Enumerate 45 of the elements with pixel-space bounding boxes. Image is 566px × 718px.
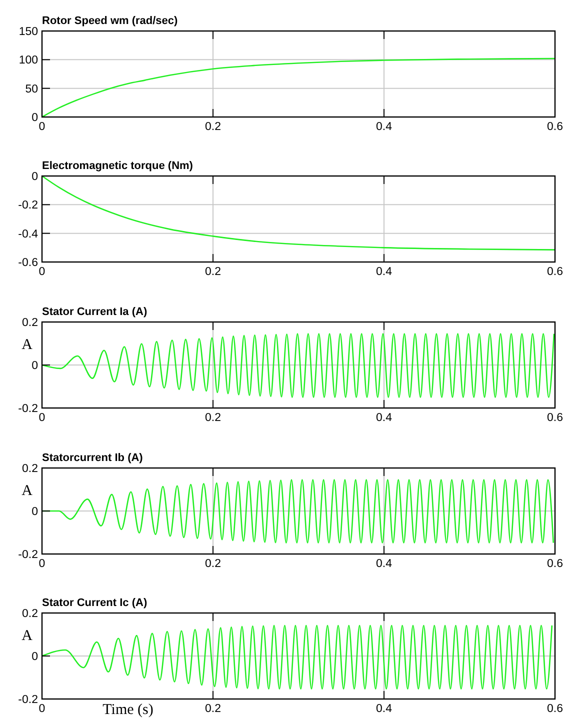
y-tick-label: -0.4 bbox=[18, 228, 39, 240]
y-tick-label: 0.2 bbox=[22, 463, 38, 476]
line-series bbox=[42, 624, 553, 690]
x-tick-label: 0.4 bbox=[376, 412, 393, 424]
y-tick-label: -0.2 bbox=[18, 694, 38, 706]
x-tick-label: 0.6 bbox=[547, 266, 563, 278]
y-tick-label: 0 bbox=[32, 506, 38, 518]
x-tick-label: 0.2 bbox=[205, 703, 221, 715]
chart-title: Electromagnetic torque (Nm) bbox=[42, 160, 194, 172]
y-tick-label: -0.6 bbox=[18, 257, 38, 270]
chart-title: Stator Current Ic (A) bbox=[42, 597, 148, 609]
chart-title: Stator Current Ia (A) bbox=[42, 306, 148, 318]
x-tick-label: 0.4 bbox=[376, 266, 393, 278]
line-series bbox=[42, 58, 556, 118]
y-tick-label: 0 bbox=[32, 651, 38, 664]
y-axis-title: A bbox=[22, 628, 33, 644]
line-series bbox=[42, 175, 556, 250]
chart-title: Statorcurrent Ib (A) bbox=[42, 452, 144, 464]
y-axis-title: A bbox=[22, 483, 33, 499]
y-tick-label: -0.2 bbox=[18, 200, 38, 212]
y-tick-label: 0 bbox=[32, 171, 38, 184]
x-tick-label: 0.2 bbox=[205, 121, 221, 133]
line-series bbox=[42, 333, 555, 398]
y-tick-label: 100 bbox=[18, 54, 38, 67]
y-tick-label: 0.2 bbox=[22, 317, 38, 330]
x-tick-label: 0.2 bbox=[205, 558, 221, 570]
x-tick-label: 0.4 bbox=[376, 703, 393, 715]
y-tick-label: 0.2 bbox=[22, 608, 38, 620]
x-tick-label: 0.6 bbox=[547, 703, 563, 715]
x-tick-label: 0.2 bbox=[205, 412, 221, 424]
y-tick-label: 0 bbox=[32, 112, 38, 124]
y-tick-label: 150 bbox=[18, 26, 38, 38]
chart-title: Rotor Speed wm (rad/sec) bbox=[42, 15, 178, 27]
y-axis-title: A bbox=[22, 337, 33, 353]
x-tick-label: 0.2 bbox=[205, 266, 221, 278]
x-tick-label: 0.6 bbox=[547, 412, 563, 424]
x-tick-label: 0.6 bbox=[547, 121, 563, 133]
y-tick-label: 0 bbox=[32, 360, 38, 372]
x-axis-title: Time (s) bbox=[102, 702, 154, 718]
y-tick-label: 50 bbox=[25, 83, 38, 96]
y-tick-label: -0.2 bbox=[18, 403, 38, 416]
y-tick-label: -0.2 bbox=[18, 549, 38, 562]
x-tick-label: 0.6 bbox=[547, 558, 563, 570]
x-tick-label: 0.4 bbox=[376, 121, 393, 133]
x-tick-label: 0.4 bbox=[376, 558, 393, 570]
